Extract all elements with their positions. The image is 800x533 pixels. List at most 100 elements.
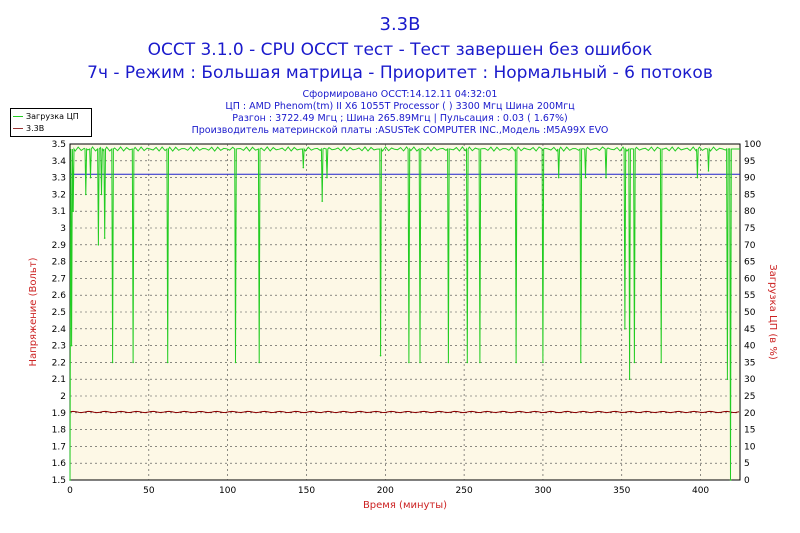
y-tick-label-right: 35 <box>744 358 755 368</box>
y-tick-label-right: 50 <box>744 308 756 318</box>
cpu-load-dip-point <box>584 176 587 179</box>
y-axis-label-left: Напряжение (Вольт) <box>28 257 39 366</box>
y-tick-label-right: 60 <box>744 274 756 284</box>
legend-swatch-cpu-load <box>13 115 23 117</box>
x-tick-label: 300 <box>534 486 551 496</box>
cpu-load-dip-point <box>729 479 732 481</box>
chart-subtitle-mode: 7ч - Режим : Большая матрица - Приоритет… <box>87 63 713 83</box>
info-cpu: ЦП : AMD Phenom(tm) II X6 1055T Processo… <box>225 101 575 112</box>
cpu-load-dip-point <box>326 176 328 179</box>
y-tick-label-left: 3.2 <box>52 190 66 200</box>
y-tick-label-right: 10 <box>744 442 756 452</box>
cpu-load-dip-point <box>707 170 710 172</box>
y-tick-label-right: 85 <box>744 190 755 200</box>
cpu-load-dip-point <box>419 361 421 364</box>
chart-title: 3.3B <box>379 14 421 35</box>
cpu-load-dip-point <box>103 237 106 239</box>
cpu-load-dip-point <box>379 354 382 357</box>
y-tick-label-right: 90 <box>744 174 756 184</box>
cpu-load-dip-point <box>466 361 469 364</box>
y-tick-label-left: 3 <box>60 224 66 234</box>
cpu-load-dip-point <box>557 176 560 179</box>
x-tick-label: 0 <box>67 486 73 496</box>
y-tick-label-right: 15 <box>744 426 755 436</box>
cpu-load-dip-point <box>234 361 237 364</box>
legend-item-voltage: 3.3B <box>13 122 44 134</box>
info-generated: Сформировано OCCT:14.12.11 04:32:01 <box>302 89 498 100</box>
cpu-load-dip-point <box>69 479 71 481</box>
x-tick-label: 350 <box>613 486 630 496</box>
cpu-load-dip-point <box>166 361 169 364</box>
y-tick-label-left: 3.1 <box>52 207 66 217</box>
y-tick-label-right: 100 <box>744 140 761 150</box>
legend-label-cpu-load: Загрузка ЦП <box>26 111 79 121</box>
y-tick-label-left: 3.5 <box>52 140 66 150</box>
cpu-load-dip-point <box>72 210 74 212</box>
cpu-load-dip-point <box>633 361 636 364</box>
x-tick-label: 400 <box>692 486 709 496</box>
y-tick-label-left: 2.2 <box>52 358 66 368</box>
y-tick-label-left: 1.8 <box>52 426 67 436</box>
y-tick-label-right: 75 <box>744 224 755 234</box>
x-tick-label: 250 <box>456 486 473 496</box>
y-tick-label-left: 2.5 <box>52 308 66 318</box>
chart-subtitle: OCCT 3.1.0 - CPU OCCT тест - Тест заверш… <box>147 40 653 60</box>
y-tick-label-left: 3.4 <box>52 157 67 167</box>
cpu-load-dip-point <box>111 361 114 364</box>
y-tick-label-left: 1.9 <box>52 409 67 419</box>
y-tick-label-right: 20 <box>744 409 756 419</box>
x-tick-label: 100 <box>219 486 236 496</box>
y-tick-label-right: 25 <box>744 392 755 402</box>
y-tick-label-left: 2.7 <box>52 274 66 284</box>
cpu-load-dip-point <box>605 176 607 179</box>
y-tick-label-left: 2 <box>60 392 66 402</box>
cpu-load-dip-point <box>132 361 134 364</box>
y-axis-label-right: Загрузка ЦП (в %) <box>767 264 778 360</box>
info-motherboard: Производитель материнской платы :ASUSTeK… <box>191 125 609 136</box>
legend-item-cpu-load: Загрузка ЦП <box>13 110 79 122</box>
y-tick-label-right: 0 <box>744 476 750 486</box>
cpu-load-dip-point <box>696 176 699 179</box>
legend-label-voltage: 3.3B <box>26 123 45 133</box>
info-overclock: Разгон : 3722.49 Мгц ; Шина 265.89Мгц | … <box>232 113 568 124</box>
cpu-load-dip-point <box>408 361 410 364</box>
y-tick-label-right: 30 <box>744 375 756 385</box>
y-tick-label-left: 2.6 <box>52 291 67 301</box>
cpu-load-dip-point <box>258 361 260 364</box>
y-tick-label-left: 2.3 <box>52 342 66 352</box>
cpu-load-dip-point <box>302 166 305 169</box>
cpu-load-dip-point <box>447 361 450 364</box>
y-tick-label-left: 2.8 <box>52 258 67 268</box>
cpu-load-dip-point <box>321 200 324 202</box>
cpu-load-dip-point <box>84 193 87 196</box>
cpu-load-dip-point <box>726 378 729 381</box>
y-tick-label-left: 1.5 <box>52 476 66 486</box>
cpu-load-dip-point <box>100 193 103 196</box>
y-tick-label-right: 45 <box>744 325 755 335</box>
y-tick-label-right: 70 <box>744 241 756 251</box>
cpu-load-dip-point <box>89 176 92 179</box>
y-tick-label-left: 2.1 <box>52 375 66 385</box>
series-line-cpu-load <box>69 146 741 481</box>
y-tick-label-left: 1.6 <box>52 459 67 469</box>
y-tick-label-right: 40 <box>744 342 756 352</box>
cpu-load-dip-point <box>624 328 626 330</box>
cpu-load-dip-point <box>97 244 100 246</box>
cpu-load-dip-point <box>479 361 481 364</box>
cpu-load-dip-point <box>660 361 662 364</box>
y-tick-label-left: 1.7 <box>52 442 66 452</box>
y-tick-label-left: 2.9 <box>52 241 67 251</box>
y-tick-label-left: 3.3 <box>52 174 66 184</box>
cpu-load-dip-point <box>515 361 517 364</box>
cpu-load-dip-point <box>628 378 631 381</box>
legend-swatch-voltage <box>13 127 23 129</box>
series-line-extra <box>69 410 740 414</box>
x-tick-label: 200 <box>377 486 394 496</box>
x-tick-label: 150 <box>298 486 315 496</box>
x-axis-label: Время (минуты) <box>363 500 447 511</box>
y-tick-label-right: 65 <box>744 258 755 268</box>
x-tick-label: 50 <box>143 486 155 496</box>
y-tick-label-right: 80 <box>744 207 756 217</box>
